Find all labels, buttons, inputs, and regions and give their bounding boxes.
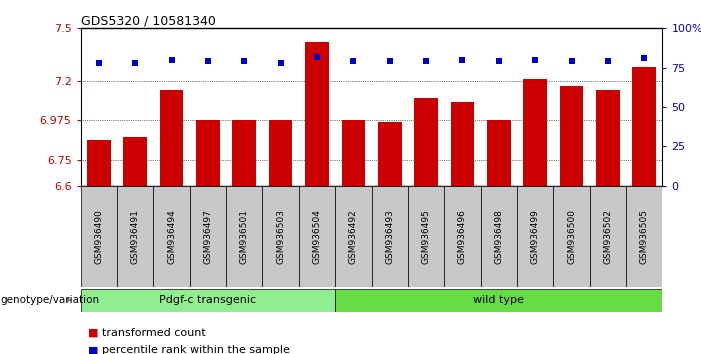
Bar <box>487 120 510 186</box>
Text: GSM936495: GSM936495 <box>421 209 430 264</box>
Bar <box>524 79 547 186</box>
Bar <box>196 120 219 186</box>
Point <box>457 57 468 63</box>
Point <box>529 57 540 63</box>
Point <box>639 56 650 61</box>
Point <box>494 58 505 64</box>
Bar <box>87 140 111 186</box>
Bar <box>553 186 590 287</box>
Text: genotype/variation: genotype/variation <box>0 295 99 305</box>
Bar <box>559 86 583 186</box>
Bar <box>372 186 408 287</box>
Text: GSM936505: GSM936505 <box>640 209 648 264</box>
Text: GSM936502: GSM936502 <box>604 209 613 264</box>
Point <box>421 58 432 64</box>
Text: GSM936499: GSM936499 <box>531 209 540 264</box>
Text: ■: ■ <box>88 328 98 338</box>
Bar <box>408 186 444 287</box>
Bar <box>233 120 256 186</box>
Text: GSM936492: GSM936492 <box>349 209 358 264</box>
Text: wild type: wild type <box>473 295 524 305</box>
Point <box>348 58 359 64</box>
Bar <box>160 90 184 186</box>
Bar <box>190 186 226 287</box>
Bar <box>444 186 481 287</box>
Bar <box>262 186 299 287</box>
Text: transformed count: transformed count <box>102 328 205 338</box>
Point <box>166 57 177 63</box>
Point <box>130 60 141 66</box>
Text: GSM936503: GSM936503 <box>276 209 285 264</box>
Bar <box>154 186 190 287</box>
Text: GSM936501: GSM936501 <box>240 209 249 264</box>
Point <box>384 58 395 64</box>
Bar <box>451 102 475 186</box>
Bar <box>81 186 117 287</box>
Bar <box>81 289 335 312</box>
Text: percentile rank within the sample: percentile rank within the sample <box>102 346 290 354</box>
Bar <box>378 122 402 186</box>
Point <box>203 58 214 64</box>
Point <box>275 60 286 66</box>
Point <box>311 54 322 59</box>
Bar <box>268 120 292 186</box>
Text: GSM936490: GSM936490 <box>95 209 103 264</box>
Bar <box>335 289 662 312</box>
Point <box>566 58 577 64</box>
Bar <box>626 186 662 287</box>
Bar <box>341 120 365 186</box>
Text: GSM936493: GSM936493 <box>386 209 394 264</box>
Text: GSM936494: GSM936494 <box>167 209 176 264</box>
Bar <box>590 186 626 287</box>
Bar <box>335 186 372 287</box>
Point <box>602 58 613 64</box>
Bar <box>305 42 329 186</box>
Text: GSM936496: GSM936496 <box>458 209 467 264</box>
Bar <box>596 90 620 186</box>
Bar <box>299 186 335 287</box>
Text: GSM936500: GSM936500 <box>567 209 576 264</box>
Bar <box>123 137 147 186</box>
Bar <box>517 186 553 287</box>
Text: ■: ■ <box>88 346 98 354</box>
Point <box>238 58 250 64</box>
Bar <box>226 186 262 287</box>
Point <box>93 60 104 66</box>
Bar <box>117 186 154 287</box>
Text: Pdgf-c transgenic: Pdgf-c transgenic <box>159 295 257 305</box>
Text: GSM936498: GSM936498 <box>494 209 503 264</box>
Text: GSM936504: GSM936504 <box>313 209 322 264</box>
Text: GSM936497: GSM936497 <box>203 209 212 264</box>
Bar <box>414 98 438 186</box>
Bar <box>481 186 517 287</box>
Text: GDS5320 / 10581340: GDS5320 / 10581340 <box>81 14 215 27</box>
Text: GSM936491: GSM936491 <box>130 209 139 264</box>
Bar <box>632 67 656 186</box>
